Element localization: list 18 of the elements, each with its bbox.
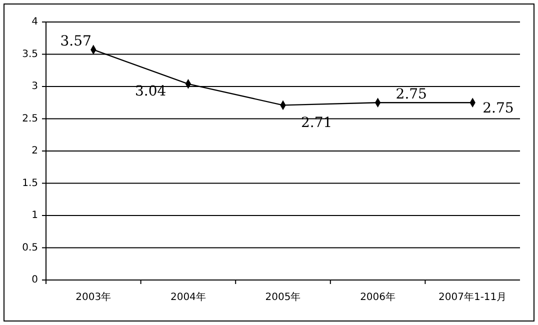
x-tick-label: 2004年 (170, 291, 206, 303)
x-tick-label: 2005年 (265, 291, 301, 303)
y-tick-label: 1.5 (22, 178, 38, 189)
y-tick-label: 2.5 (22, 113, 38, 124)
x-tick-label: 2006年 (360, 291, 396, 303)
data-label: 3.57 (60, 33, 92, 50)
y-tick-label: 3.5 (22, 48, 38, 60)
y-tick-label: 3 (32, 81, 38, 92)
x-tick-label: 2007年1-11月 (438, 291, 507, 303)
y-tick-label: 0 (32, 274, 38, 286)
y-tick-label: 1 (32, 210, 38, 222)
x-tick-label: 2003年 (76, 291, 112, 303)
y-tick-label: 0.5 (22, 242, 38, 254)
data-label: 2.75 (396, 86, 427, 102)
y-tick-label: 4 (32, 16, 38, 28)
y-tick-label: 2 (32, 146, 38, 157)
data-label: 2.75 (482, 100, 514, 116)
data-label: 2.71 (301, 114, 332, 131)
